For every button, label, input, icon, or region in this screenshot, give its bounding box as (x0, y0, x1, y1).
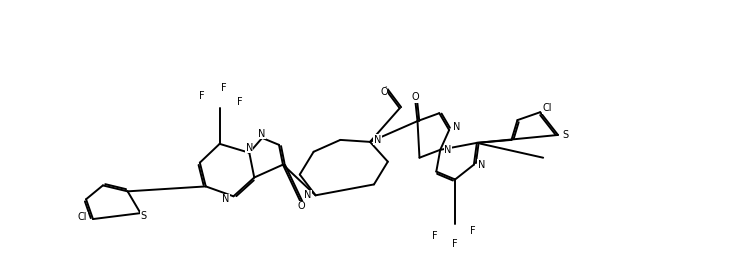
Text: F: F (470, 226, 476, 236)
Text: N: N (246, 143, 253, 153)
Text: N: N (374, 135, 381, 145)
Text: N: N (258, 129, 266, 139)
Text: N: N (453, 122, 461, 132)
Text: O: O (380, 88, 387, 97)
Text: O: O (298, 201, 306, 211)
Text: N: N (478, 160, 485, 170)
Text: N: N (222, 194, 229, 204)
Text: F: F (221, 84, 226, 94)
Text: F: F (453, 239, 458, 249)
Text: N: N (444, 145, 452, 155)
Text: S: S (562, 130, 568, 140)
Text: F: F (433, 231, 438, 241)
Text: N: N (304, 190, 312, 200)
Text: F: F (237, 97, 242, 107)
Text: Cl: Cl (78, 212, 87, 222)
Text: O: O (412, 92, 419, 102)
Text: F: F (199, 91, 205, 101)
Text: Cl: Cl (542, 103, 551, 113)
Text: S: S (140, 211, 146, 221)
